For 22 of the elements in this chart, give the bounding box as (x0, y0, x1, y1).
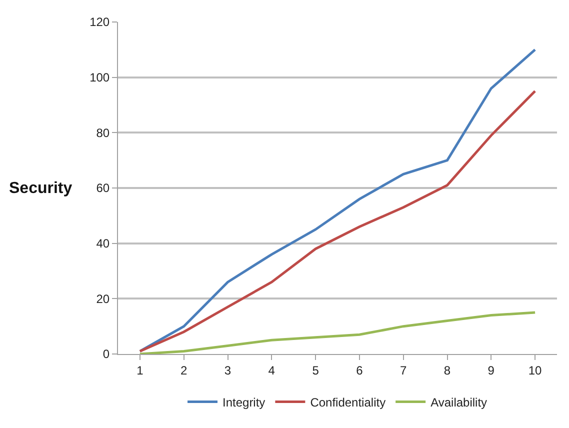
y-tick-label: 80 (96, 126, 110, 140)
x-tick-label: 6 (356, 363, 364, 378)
legend-label: Confidentiality (310, 395, 386, 410)
y-tick-label: 120 (90, 15, 110, 30)
x-tick-label: 1 (136, 363, 144, 378)
x-tick-label: 2 (180, 363, 188, 378)
x-tick-label: 4 (268, 363, 276, 378)
y-tick-label: 100 (90, 70, 110, 85)
x-tick-label: 9 (488, 363, 495, 378)
y-tick-label: 60 (96, 181, 110, 196)
y-axis-title: Security (9, 180, 72, 197)
x-tick-label: 3 (224, 363, 232, 378)
y-tick-label: 0 (102, 347, 110, 362)
x-tick-label: 5 (312, 363, 320, 378)
y-tick-label: 20 (96, 292, 110, 306)
x-tick-label: 7 (400, 363, 408, 378)
y-tick-label: 40 (96, 236, 110, 251)
x-tick-label: 8 (444, 363, 451, 378)
line-series (138, 311, 536, 354)
legend-label: Availability (430, 395, 488, 410)
x-tick-label: 10 (528, 363, 542, 378)
legend-label: Integrity (222, 395, 266, 410)
